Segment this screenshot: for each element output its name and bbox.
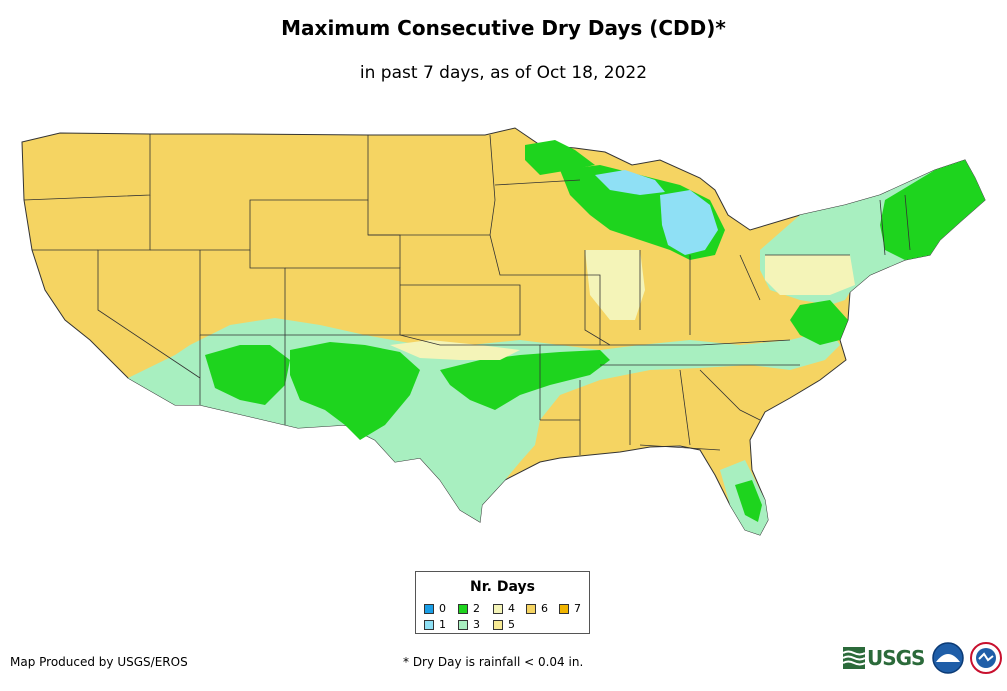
state-borders bbox=[23, 134, 911, 455]
nws-logo-icon bbox=[970, 642, 1003, 674]
legend-swatch-0 bbox=[424, 603, 434, 614]
legend-swatch-4 bbox=[493, 603, 503, 614]
legend-item-4: 4 bbox=[493, 602, 515, 615]
legend-item-3: 3 bbox=[458, 618, 480, 631]
legend-swatch-6 bbox=[526, 603, 536, 614]
legend-swatch-3 bbox=[458, 619, 468, 630]
legend-label-4: 4 bbox=[508, 602, 515, 615]
legend-swatch-5 bbox=[493, 619, 503, 630]
legend-item-0: 0 bbox=[424, 602, 446, 615]
usgs-wave-icon bbox=[843, 647, 865, 669]
region-2days-florida bbox=[735, 480, 762, 522]
map-subtitle: in past 7 days, as of Oct 18, 2022 bbox=[359, 63, 648, 83]
legend-label-6: 6 bbox=[541, 602, 548, 615]
region-2days-minnesota bbox=[525, 140, 595, 175]
legend-item-6: 6 bbox=[526, 602, 548, 615]
map-credit: Map Produced by USGS/EROS bbox=[10, 655, 188, 669]
region-2days-oklahoma bbox=[440, 350, 610, 410]
region-1day-lake-superior bbox=[595, 170, 665, 195]
legend-label-3: 3 bbox=[473, 618, 480, 631]
legend: Nr. Days 0 1 2 3 4 5 6 7 bbox=[415, 571, 590, 634]
usgs-logo: USGS bbox=[843, 643, 925, 673]
legend-label-5: 5 bbox=[508, 618, 515, 631]
region-4days-texas-north bbox=[390, 340, 520, 360]
region-2days-midatlantic bbox=[790, 300, 848, 345]
usgs-logo-text: USGS bbox=[867, 646, 925, 670]
legend-title: Nr. Days bbox=[470, 579, 535, 595]
legend-swatch-7 bbox=[559, 603, 569, 614]
region-2days-arizona bbox=[205, 345, 290, 405]
region-2days-new-england bbox=[880, 160, 985, 260]
region-1day-michigan bbox=[660, 190, 718, 255]
legend-item-7: 7 bbox=[559, 602, 581, 615]
legend-label-7: 7 bbox=[574, 602, 581, 615]
legend-item-5: 5 bbox=[493, 618, 515, 631]
noaa-logo-icon bbox=[932, 642, 965, 674]
dry-day-footnote: * Dry Day is rainfall < 0.04 in. bbox=[403, 655, 584, 669]
region-4days-pennsylvania bbox=[765, 255, 855, 295]
region-2days-newmexico bbox=[290, 342, 420, 440]
agency-logos: USGS bbox=[843, 638, 1007, 678]
conus-base bbox=[21, 127, 986, 536]
legend-label-1: 1 bbox=[439, 618, 446, 631]
map-title: Maximum Consecutive Dry Days (CDD)* bbox=[281, 16, 726, 40]
legend-swatch-2 bbox=[458, 603, 468, 614]
legend-label-2: 2 bbox=[473, 602, 480, 615]
legend-item-2: 2 bbox=[458, 602, 480, 615]
legend-label-0: 0 bbox=[439, 602, 446, 615]
legend-item-1: 1 bbox=[424, 618, 446, 631]
legend-swatch-1 bbox=[424, 619, 434, 630]
